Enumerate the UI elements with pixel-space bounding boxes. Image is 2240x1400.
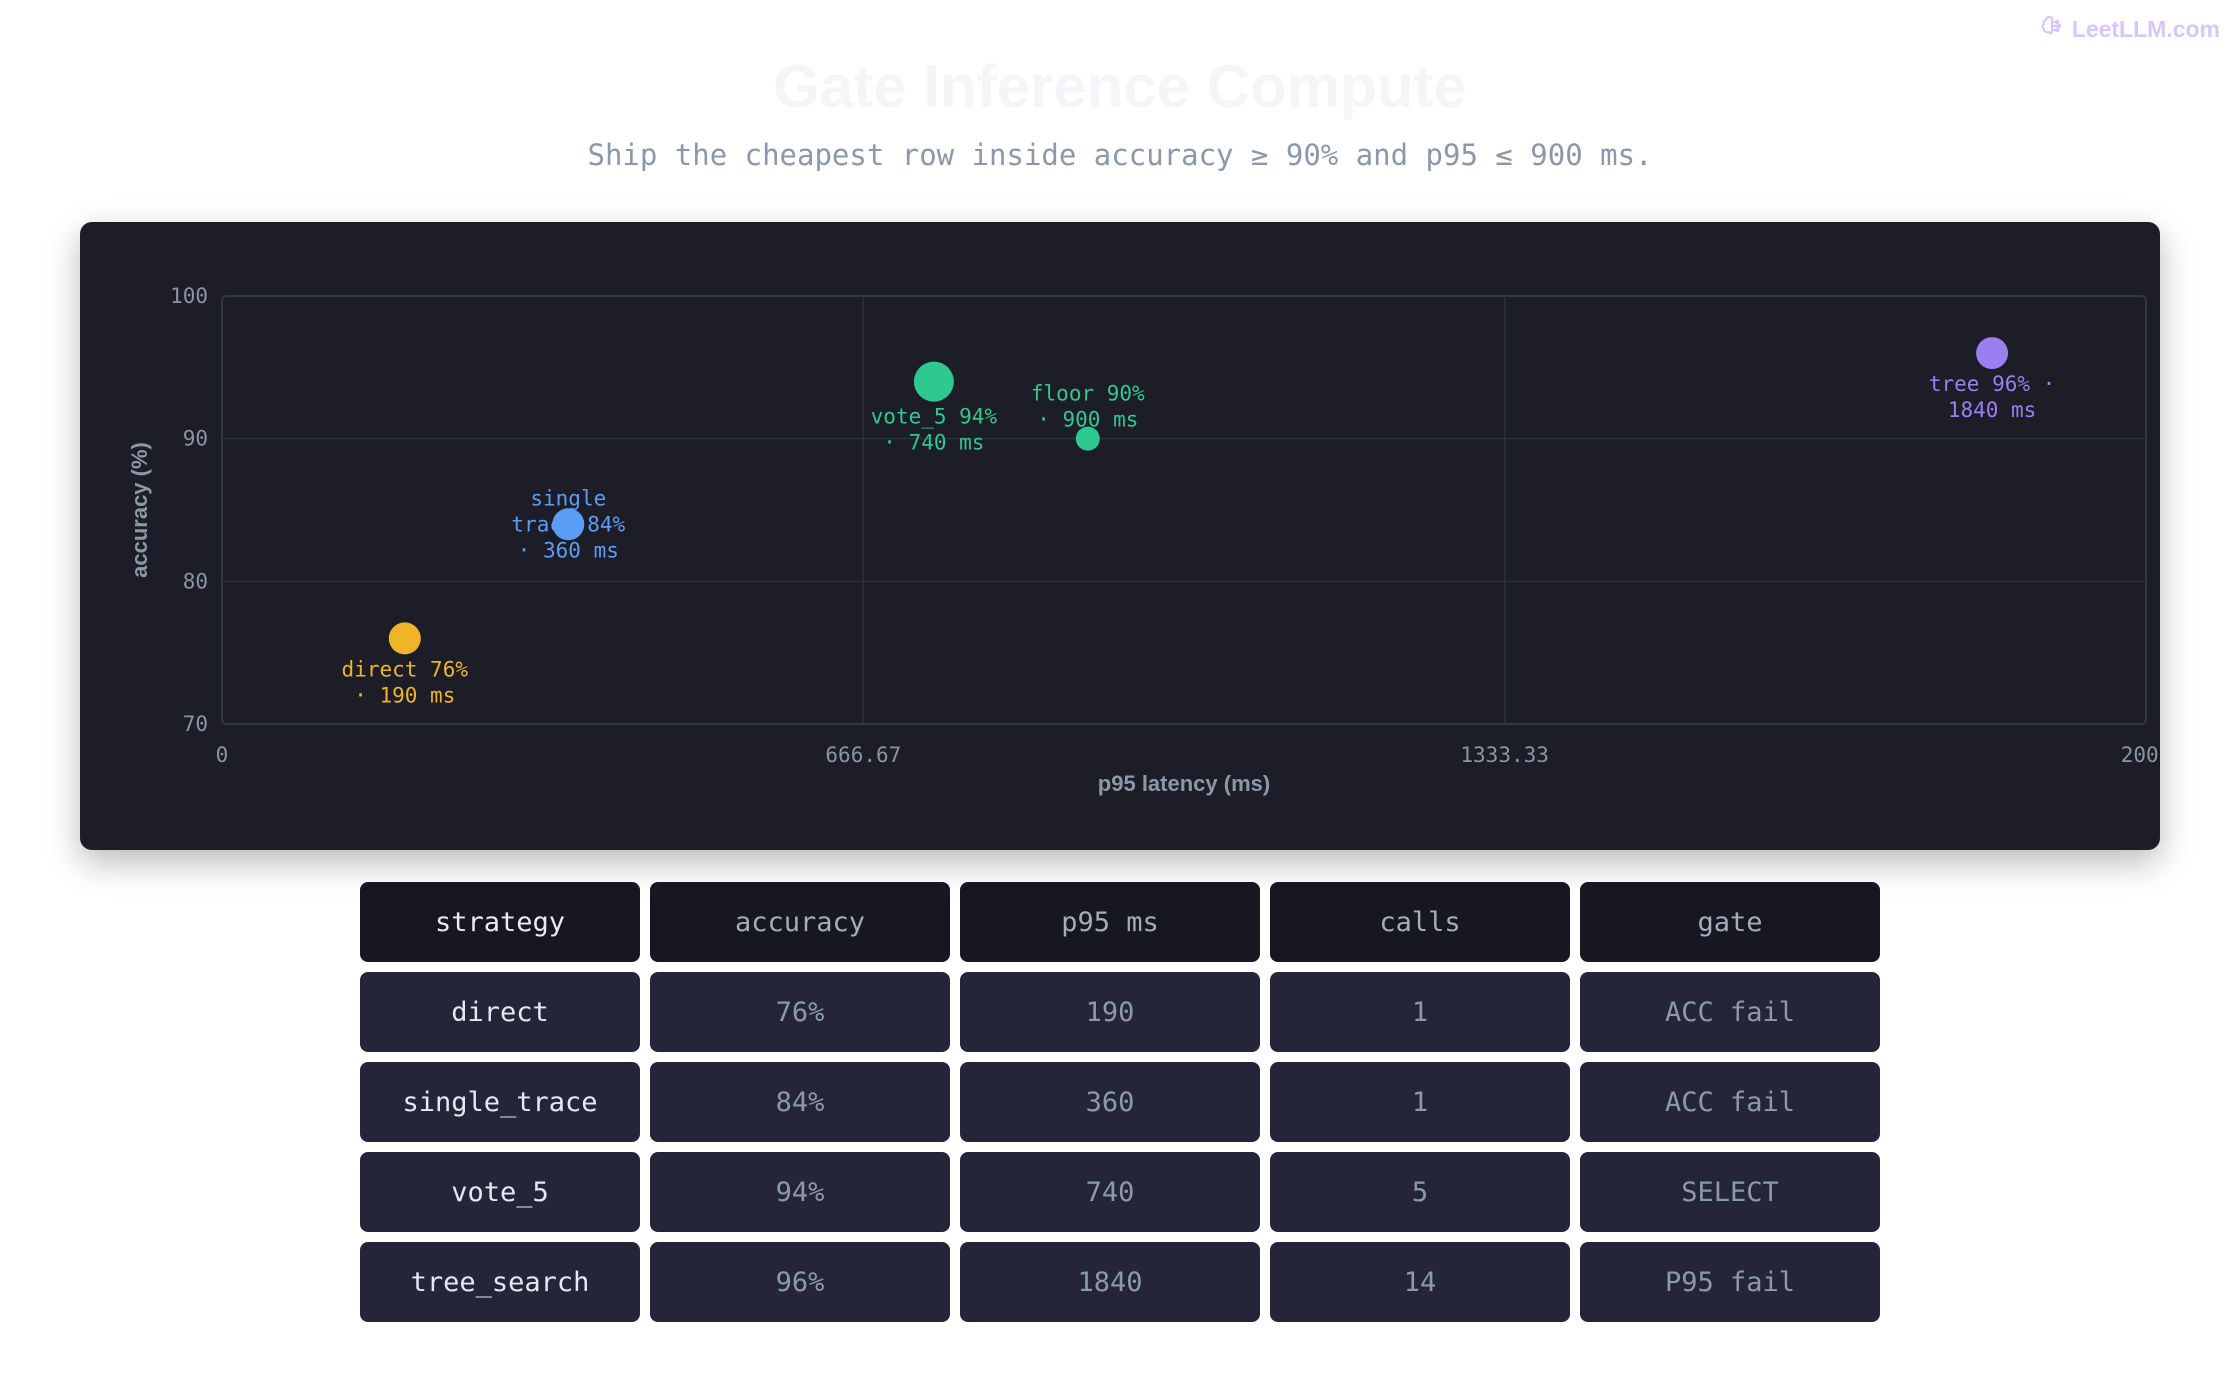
point-label: · 190 ms [354, 683, 455, 707]
y-tick-label: 70 [183, 712, 208, 736]
point-label: 1840 ms [1948, 398, 2037, 422]
x-tick-label: 666.67 [825, 743, 901, 767]
point-label: tree 96% · [1929, 372, 2055, 396]
table-cell: ACC fail [1580, 972, 1880, 1052]
data-point [388, 622, 421, 655]
table-cell: 190 [960, 972, 1260, 1052]
table-cell: direct [360, 972, 640, 1052]
point-label: trace 84% [511, 512, 625, 536]
table-cell: ACC fail [1580, 1062, 1880, 1142]
table-cell: 1 [1270, 972, 1570, 1052]
point-label: · 900 ms [1037, 408, 1138, 432]
table-cell: vote_5 [360, 1152, 640, 1232]
y-tick-label: 80 [183, 569, 208, 593]
data-point [913, 361, 954, 402]
brand-logo[interactable]: LeetLLM.com [2040, 14, 2220, 44]
y-axis-label: accuracy (%) [127, 442, 152, 578]
y-tick-label: 90 [183, 427, 208, 451]
table-cell: tree_search [360, 1242, 640, 1322]
table-cell: 76% [650, 972, 950, 1052]
point-label: direct 76% [342, 657, 469, 681]
page-title: Gate Inference Compute [773, 53, 1467, 120]
scatter-chart: 70 80 90 100 0 666.67 1333.33 2000 p95 latency (… [127, 284, 2160, 796]
x-tick-label: 2000 [2121, 743, 2160, 767]
table-cell: P95 fail [1580, 1242, 1880, 1322]
chart-panel: 70 80 90 100 0 666.67 1333.33 2000 p95 latency (… [80, 222, 2160, 850]
brand-name: LeetLLM.com [2071, 15, 2220, 42]
table-cell: 5 [1270, 1152, 1570, 1232]
table-cell: 740 [960, 1152, 1260, 1232]
table-cell: 14 [1270, 1242, 1570, 1322]
table-cell: 360 [960, 1062, 1260, 1142]
point-label: · 740 ms [883, 431, 984, 455]
data-point [1075, 426, 1100, 451]
brain-icon [2040, 14, 2064, 44]
table-cell: 94% [650, 1152, 950, 1232]
strategy-table: strategy accuracy p95 ms calls gate direct 76%… [360, 882, 1880, 1322]
table-cell: SELECT [1580, 1152, 1880, 1232]
plot-frame [221, 295, 2147, 725]
data-point [1976, 337, 2009, 370]
page-subtitle: Ship the cheapest row inside accuracy ≥ … [587, 138, 1653, 172]
x-axis-label: p95 latency (ms) [1098, 771, 1270, 796]
table-cell: single_trace [360, 1062, 640, 1142]
table-cell: 1 [1270, 1062, 1570, 1142]
point-label: · 360 ms [518, 538, 619, 562]
table-cell: 96% [650, 1242, 950, 1322]
point-label: single [530, 486, 606, 510]
table-header-cell: accuracy [650, 882, 950, 962]
point-label: floor 90% [1031, 382, 1145, 406]
table-header-cell: p95 ms [960, 882, 1260, 962]
point-label: vote_5 94% [871, 405, 998, 429]
x-tick-label: 1333.33 [1460, 743, 1549, 767]
table-cell: 1840 [960, 1242, 1260, 1322]
x-tick-label: 0 [216, 743, 229, 767]
data-point [552, 508, 585, 541]
table-header-cell: strategy [360, 882, 640, 962]
table-cell: 84% [650, 1062, 950, 1142]
table-header-cell: calls [1270, 882, 1570, 962]
y-tick-label: 100 [170, 284, 208, 308]
table-header-cell: gate [1580, 882, 1880, 962]
